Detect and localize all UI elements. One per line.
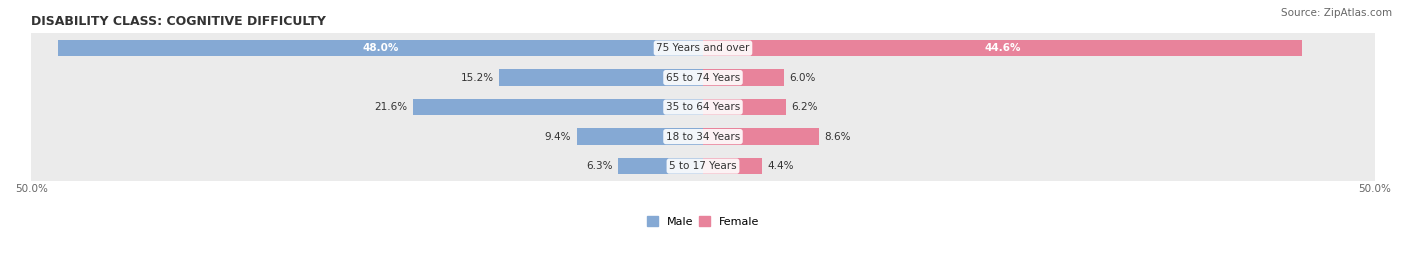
Legend: Male, Female: Male, Female bbox=[643, 212, 763, 231]
Text: DISABILITY CLASS: COGNITIVE DIFFICULTY: DISABILITY CLASS: COGNITIVE DIFFICULTY bbox=[31, 15, 326, 28]
Text: 15.2%: 15.2% bbox=[460, 73, 494, 83]
Bar bbox=[703, 40, 1302, 56]
Bar bbox=[58, 40, 703, 56]
Text: 18 to 34 Years: 18 to 34 Years bbox=[666, 132, 740, 141]
Bar bbox=[576, 129, 703, 145]
Bar bbox=[31, 92, 1375, 122]
Bar bbox=[703, 99, 786, 115]
Text: 6.0%: 6.0% bbox=[789, 73, 815, 83]
Text: 65 to 74 Years: 65 to 74 Years bbox=[666, 73, 740, 83]
Bar bbox=[31, 122, 1375, 151]
Text: 6.2%: 6.2% bbox=[792, 102, 818, 112]
Bar bbox=[31, 63, 1375, 92]
Bar bbox=[413, 99, 703, 115]
Text: 8.6%: 8.6% bbox=[824, 132, 851, 141]
Text: 6.3%: 6.3% bbox=[586, 161, 613, 171]
Text: Source: ZipAtlas.com: Source: ZipAtlas.com bbox=[1281, 8, 1392, 18]
Bar bbox=[703, 129, 818, 145]
Bar bbox=[619, 158, 703, 174]
Text: 21.6%: 21.6% bbox=[374, 102, 408, 112]
Text: 44.6%: 44.6% bbox=[984, 43, 1021, 53]
Text: 75 Years and over: 75 Years and over bbox=[657, 43, 749, 53]
Text: 35 to 64 Years: 35 to 64 Years bbox=[666, 102, 740, 112]
Text: 9.4%: 9.4% bbox=[546, 132, 571, 141]
Text: 48.0%: 48.0% bbox=[363, 43, 399, 53]
Text: 4.4%: 4.4% bbox=[768, 161, 794, 171]
Bar bbox=[703, 158, 762, 174]
Bar bbox=[31, 33, 1375, 63]
Bar bbox=[499, 69, 703, 86]
Bar bbox=[703, 69, 783, 86]
Text: 5 to 17 Years: 5 to 17 Years bbox=[669, 161, 737, 171]
Bar bbox=[31, 151, 1375, 181]
